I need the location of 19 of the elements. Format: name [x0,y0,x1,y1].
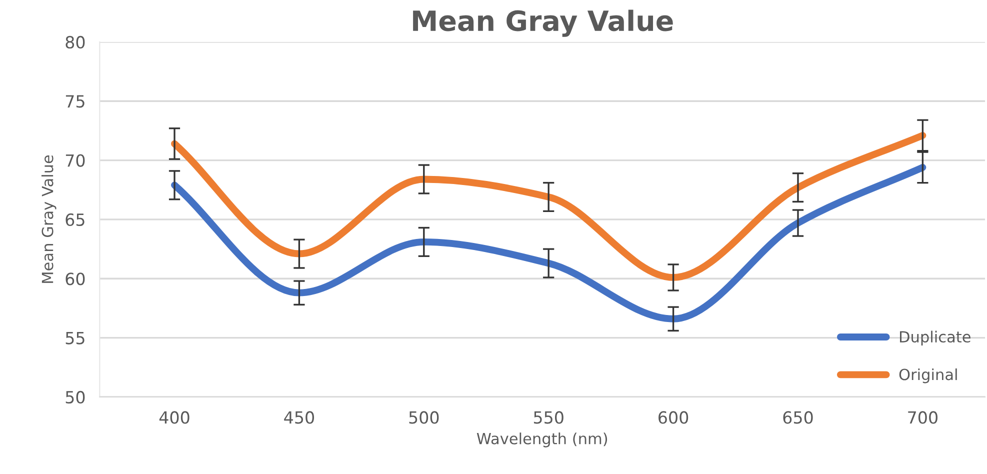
x-tick-label: 600 [658,411,688,424]
x-tick-label: 450 [284,411,314,424]
x-tick-label: 400 [159,411,190,424]
y-tick-label: 55 [66,332,84,344]
y-tick-label: 75 [66,95,84,108]
legend-label: Duplicate [900,330,970,346]
y-tick-label: 80 [66,36,85,49]
x-axis-title: Wavelength (nm) [476,432,608,448]
y-tick-label: 60 [66,272,85,286]
x-tick-label: 550 [534,411,564,424]
y-tick-label: 50 [66,390,85,404]
chart-title: Mean Gray Value [413,10,673,37]
y-tick-label: 70 [66,154,85,167]
y-axis-title: Mean Gray Value [41,155,56,283]
y-tick-label: 65 [66,213,84,226]
legend-label: Original [899,368,957,384]
x-tick-label: 700 [908,411,938,424]
x-tick-label: 650 [783,411,813,424]
x-tick-label: 500 [409,411,439,424]
